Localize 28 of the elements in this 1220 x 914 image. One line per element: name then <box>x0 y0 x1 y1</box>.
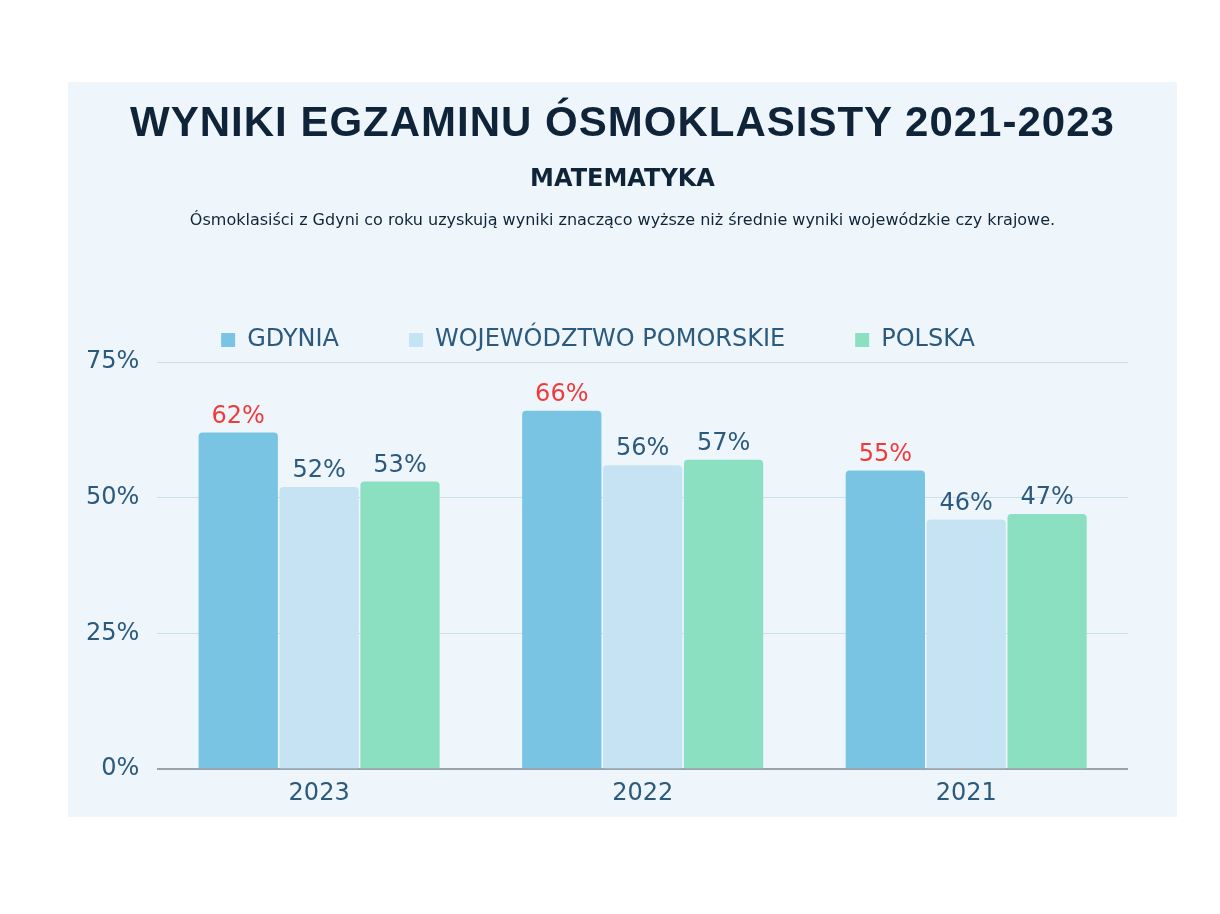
data-label: 52% <box>292 455 346 484</box>
data-label: 47% <box>1020 482 1074 511</box>
legend-label: POLSKA <box>881 324 976 353</box>
data-label: 56% <box>616 433 670 462</box>
data-label: 57% <box>696 427 751 456</box>
chart-title: WYNIKI EGZAMINU ÓSMOKLASISTY 2021-2023 <box>129 96 1116 146</box>
data-label: 46% <box>939 487 993 516</box>
data-label: 53% <box>373 449 427 478</box>
bar <box>845 470 925 769</box>
legend-label: GDYNIA <box>247 324 340 353</box>
text: Ósmoklasiści z Gdyni co roku uzyskują wyniki znacząco wyższe niż średnie wyniki wojewódzkie czy krajowe. <box>188 210 1057 229</box>
x-tick-label: 2023 <box>288 777 350 806</box>
x-tick-label: 2022 <box>612 777 674 806</box>
legend-label: WOJEWÓDZTWO POMORSKIE <box>435 322 786 353</box>
bar <box>683 459 764 769</box>
data-label: 55% <box>858 438 913 467</box>
chart-subtitle: MATEMATYKA <box>529 164 716 192</box>
y-tick-label: 50% <box>86 481 140 510</box>
bar <box>1007 514 1087 769</box>
x-tick-label: 2021 <box>935 777 997 806</box>
y-tick-label: 0% <box>101 753 140 782</box>
data-label: 66% <box>535 379 589 408</box>
bar <box>198 432 278 769</box>
data-label: 62% <box>211 400 265 429</box>
bar <box>360 481 440 769</box>
y-tick-label: 75% <box>86 346 140 375</box>
y-tick-label: 25% <box>86 617 140 646</box>
bar <box>522 410 602 769</box>
